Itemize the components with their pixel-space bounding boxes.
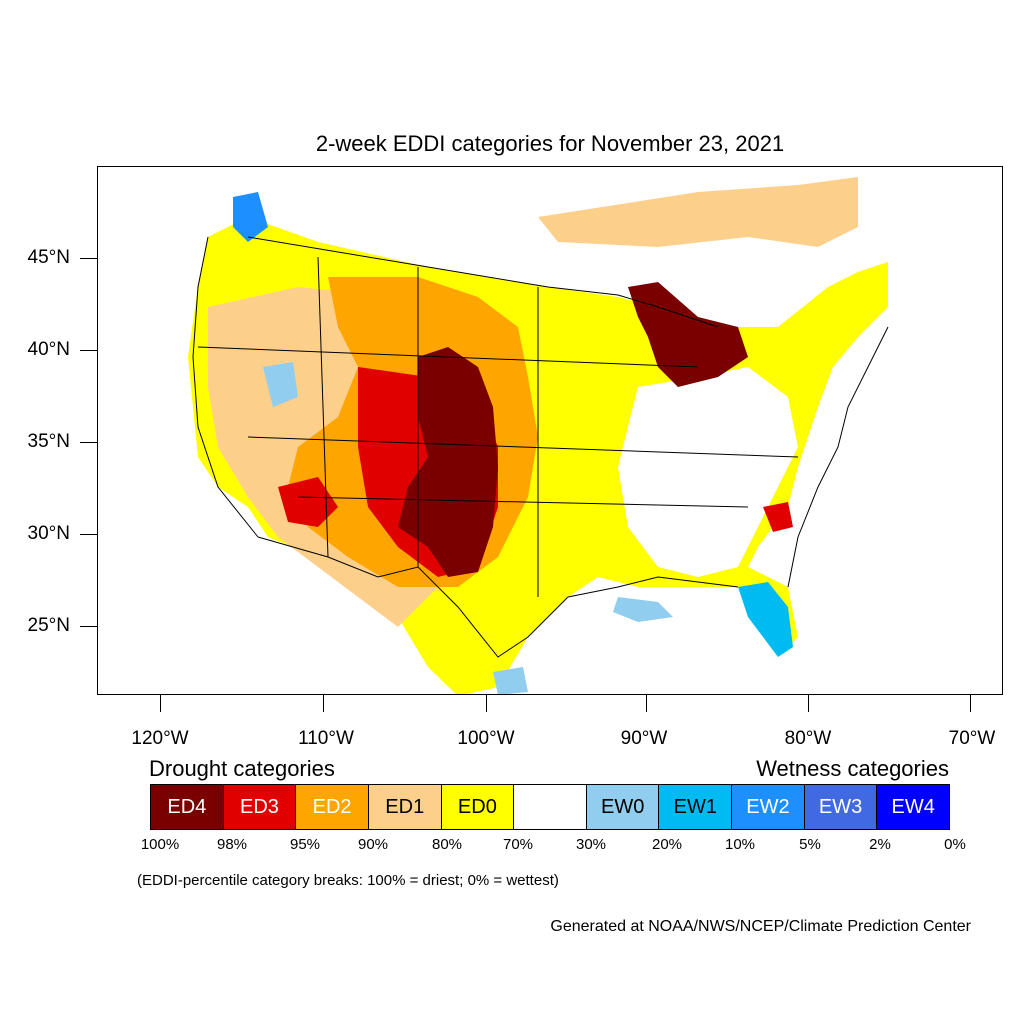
break-80: 80% — [431, 836, 463, 853]
lon-tickmark — [323, 695, 324, 712]
lon-tickmark — [160, 695, 161, 712]
atlantic-coast — [787, 326, 889, 588]
break-30: 30% — [575, 836, 607, 853]
break-0: 0% — [944, 836, 966, 853]
lat-tickmark — [80, 626, 97, 627]
southeast-neutral — [618, 367, 798, 577]
lon-tickmark — [646, 695, 647, 712]
break-2: 2% — [869, 836, 891, 853]
lat-tick-40: 40°N — [27, 339, 70, 360]
lon-tickmark — [970, 695, 971, 712]
legend-label: EW0 — [600, 795, 645, 818]
gulf-ew0 — [613, 597, 673, 622]
lat-tickmark — [80, 258, 97, 259]
legend-label: ED3 — [240, 795, 279, 818]
break-10: 10% — [724, 836, 756, 853]
legend-label: EW3 — [818, 795, 863, 818]
us-mexico-border — [257, 536, 569, 658]
lon-tick-90w: 90°W — [620, 728, 668, 749]
map-panel — [97, 166, 1003, 695]
florida-ew1 — [738, 582, 793, 657]
lat-tick-35: 35°N — [27, 431, 70, 452]
baja-ew0 — [493, 667, 528, 694]
eddi-map — [188, 177, 889, 694]
north-ed1 — [538, 177, 858, 247]
carolina-ed3 — [763, 502, 793, 532]
wetness-legend-title: Wetness categories — [756, 756, 949, 781]
legend-swatch-ew4: EW4 — [877, 785, 950, 829]
legend-label: EW4 — [891, 795, 935, 818]
boundaries — [192, 236, 889, 658]
break-20: 20% — [651, 836, 683, 853]
legend-swatch-ed3: ED3 — [223, 785, 297, 829]
great-lakes-ed4 — [628, 282, 748, 387]
lat-tickmark — [80, 442, 97, 443]
legend-swatch-neutral — [514, 785, 587, 829]
break-5: 5% — [799, 836, 821, 853]
legend-label: EW2 — [746, 795, 790, 818]
legend-swatch-ed0: ED0 — [441, 785, 515, 829]
legend-swatch-ed2: ED2 — [296, 785, 369, 829]
washington-ew2 — [233, 192, 268, 242]
lon-tick-110w: 110°W — [298, 728, 354, 749]
legend-swatch-ed4: ED4 — [151, 785, 224, 829]
gulf-coast — [567, 576, 739, 598]
legend-swatch-ew0: EW0 — [586, 785, 660, 829]
nevada-ew0 — [263, 362, 298, 407]
break-95: 95% — [289, 836, 321, 853]
lon-tick-100w: 100°W — [457, 728, 515, 749]
legend-swatch-ew1: EW1 — [659, 785, 733, 829]
legend-swatch-ed1: ED1 — [368, 785, 442, 829]
break-98: 98% — [216, 836, 248, 853]
lat-tickmark — [80, 534, 97, 535]
credit-line: Generated at NOAA/NWS/NCEP/Climate Predi… — [550, 918, 971, 935]
legend-label: EW1 — [673, 795, 717, 818]
lon-tick-70w: 70°W — [948, 728, 996, 749]
lat-tick-45: 45°N — [27, 247, 70, 268]
legend-label: ED2 — [312, 795, 352, 818]
legend-label: ED0 — [457, 795, 497, 818]
us-canada-border — [247, 236, 719, 328]
lon-tick-120w: 120°W — [131, 728, 189, 749]
land-areas — [188, 177, 888, 694]
break-90: 90% — [357, 836, 389, 853]
legend-swatch-ew3: EW3 — [804, 785, 878, 829]
legend-swatch-ew2: EW2 — [732, 785, 805, 829]
plains-ed4 — [398, 347, 498, 577]
lat-tick-30: 30°N — [27, 523, 70, 544]
lon-tickmark — [808, 695, 809, 712]
lon-tick-80w: 80°W — [784, 728, 832, 749]
legend-label: ED1 — [385, 795, 425, 818]
break-100: 100% — [140, 836, 180, 853]
drought-legend-title: Drought categories — [149, 756, 335, 781]
category-legend: ED4 ED3 ED2 ED1 ED0 EW0 EW1 EW2 EW3 EW4 — [150, 784, 950, 830]
map-title: 2-week EDDI categories for November 23, … — [315, 131, 785, 156]
lat-tick-25: 25°N — [27, 615, 70, 636]
legend-label: ED4 — [167, 795, 207, 818]
arizona-ed3 — [278, 477, 338, 527]
lat-tickmark — [80, 350, 97, 351]
break-70: 70% — [502, 836, 534, 853]
category-note: (EDDI-percentile category breaks: 100% =… — [137, 872, 559, 889]
west-coast — [192, 236, 259, 538]
lon-tickmark — [486, 695, 487, 712]
